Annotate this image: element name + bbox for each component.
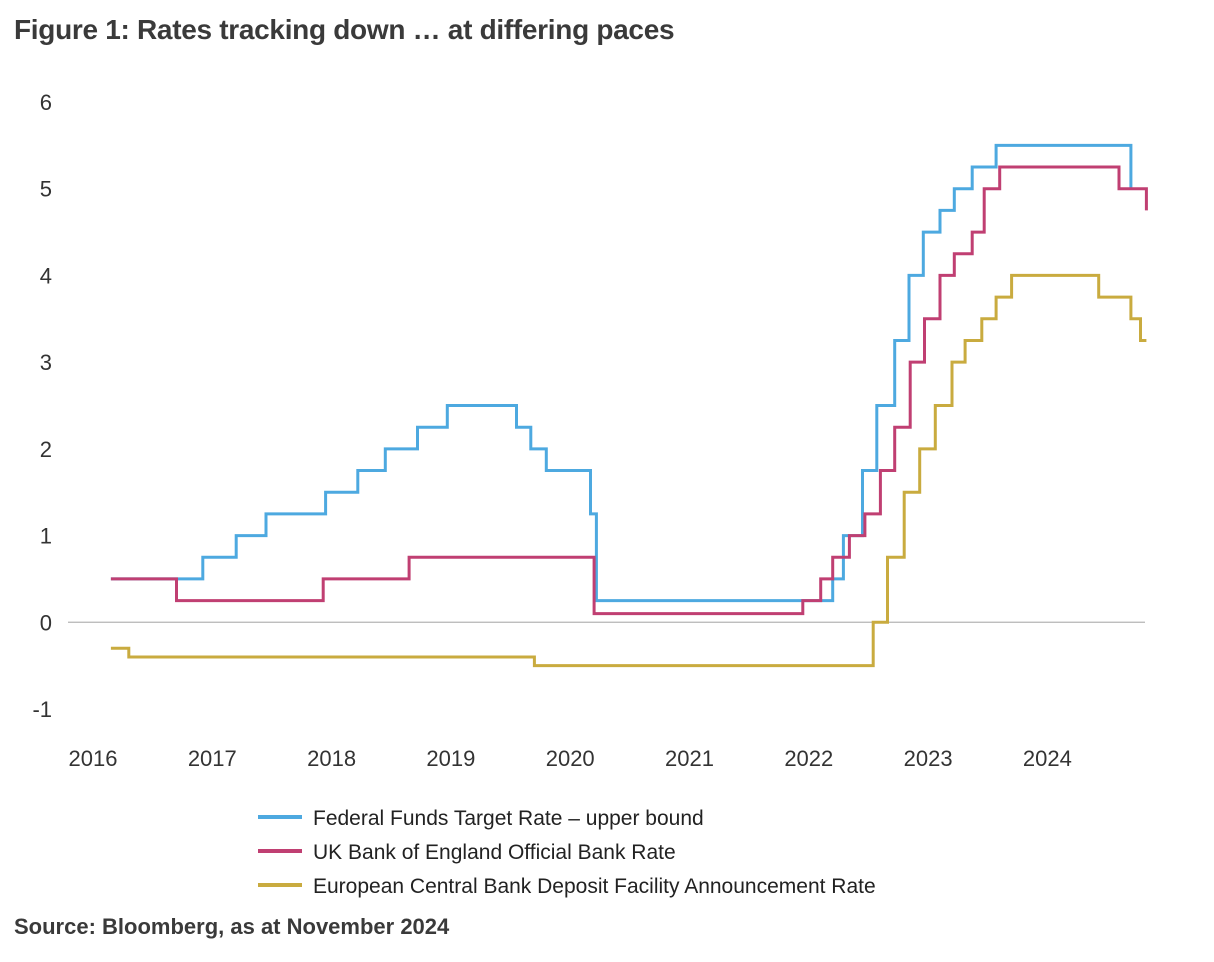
legend-label: Federal Funds Target Rate – upper bound (313, 807, 704, 830)
y-tick-label: -1 (32, 697, 52, 722)
chart-title: Figure 1: Rates tracking down … at diffe… (14, 14, 675, 45)
series-line-3 (110, 273, 1147, 668)
x-tick-label: 2016 (69, 746, 118, 771)
source-note: Source: Bloomberg, as at November 2024 (14, 914, 450, 939)
series-line-1 (110, 143, 1133, 603)
legend-label: European Central Bank Deposit Facility A… (313, 875, 876, 898)
x-tick-label: 2022 (784, 746, 833, 771)
y-tick-label: 1 (40, 524, 52, 549)
x-tick-label: 2021 (665, 746, 714, 771)
y-tick-label: 6 (40, 90, 52, 115)
x-tick-label: 2019 (426, 746, 475, 771)
y-tick-label: 5 (40, 177, 52, 202)
legend: Federal Funds Target Rate – upper bound U… (258, 807, 876, 898)
x-tick-label: 2023 (904, 746, 953, 771)
x-tick-label: 2017 (188, 746, 237, 771)
y-tick-label: 4 (40, 263, 52, 288)
x-tick-label: 2024 (1023, 746, 1072, 771)
y-tick-label: 2 (40, 437, 52, 462)
series-lines (110, 143, 1148, 668)
y-tick-label: 0 (40, 610, 52, 635)
x-tick-label: 2020 (546, 746, 595, 771)
y-tick-label: 3 (40, 350, 52, 375)
series-line-2 (110, 165, 1148, 616)
axes: -1 0 1 2 3 4 5 6 2016 2017 2018 2019 2020 2021 2022 202… (32, 90, 1145, 771)
legend-label: UK Bank of England Official Bank Rate (313, 841, 676, 864)
x-tick-label: 2018 (307, 746, 356, 771)
